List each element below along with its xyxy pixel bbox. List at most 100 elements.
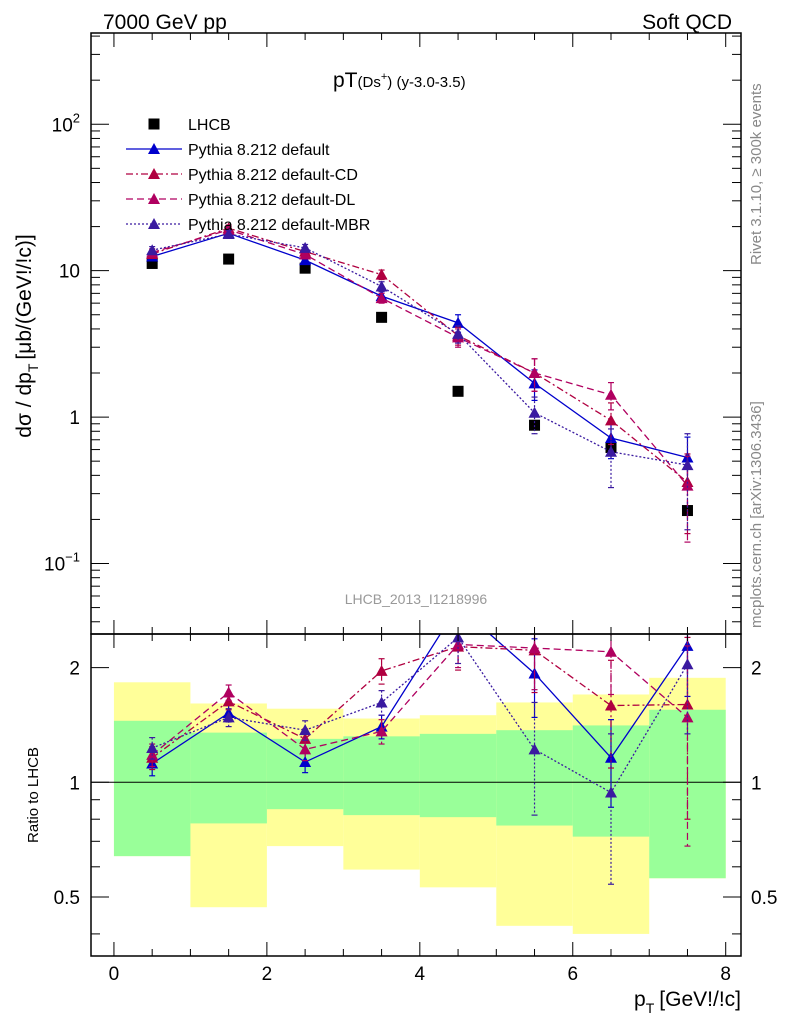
band-inner [113,720,191,857]
data-point [376,311,388,323]
legend-marker [148,143,160,154]
ratio-axis-ticks [91,634,741,956]
ratio-y-tick-label-left: 1 [69,773,80,794]
marker [452,327,465,339]
ratio-frame [90,633,742,957]
data-point [452,385,464,397]
ratio-marker [146,742,159,754]
ratio-marker [222,686,235,698]
series-line [152,233,688,466]
ratio-series-pythia-8-212-default-mbr [146,634,694,885]
marker [299,241,312,253]
ratio-series [146,634,694,885]
data-point [223,253,235,265]
series-pythia-8-212-default-mbr [146,228,694,531]
legend-label: LHCB [188,117,231,134]
mcplots-label: mcplots.cern.ch [arXiv:1306.3436] [748,401,765,628]
y-tick-label-base: 10 [44,555,65,576]
legend-marker [148,193,160,204]
ratio-y-tick-label-left: 2 [69,659,80,680]
ratio-y-tick-label-left: 0.5 [54,888,80,909]
legend-marker [148,168,160,179]
x-tick-label: 0 [109,964,120,985]
ratio-y-tick-label-right: 1 [751,773,762,794]
ratio-y-axis-label: Ratio to LHCB [25,747,42,843]
marker [299,254,312,266]
series-line [151,232,688,459]
marker [299,248,312,260]
x-tick-labels: 0 2 4 6 8 [109,964,731,985]
marker [605,445,617,457]
main-series [146,222,694,543]
main-axis-ticks [91,33,741,634]
ratio-y-tick-label-right: 0.5 [751,888,777,909]
band-inner [343,736,420,816]
marker [222,228,235,240]
marker [528,406,541,418]
legend-label: Pythia 8.212 default [188,142,330,159]
legend-marker [148,218,160,229]
legend-marker [148,118,160,130]
marker [146,244,159,256]
y-tick-label: 10−1 [44,550,80,576]
title-particle: (Ds [358,74,381,91]
band-inner [419,733,497,818]
ratio-marker [605,786,617,798]
legend-label: Pythia 8.212 default-MBR [188,217,370,234]
x-tick-label: 8 [720,964,731,985]
y-tick-label: 102 [52,110,80,136]
legend-label: Pythia 8.212 default-DL [188,192,355,209]
main-y-axis-label: dσ / dpT[μb/(GeV!/!c)] [13,234,41,437]
ratio-y-tick-label-right: 2 [751,659,762,680]
plot-title: pT(Ds+) (y-3.0-3.5) [333,69,466,92]
ratio-marker [605,645,617,657]
x-tick-label: 2 [262,964,273,985]
y-tick-label-base: 10 [52,115,73,136]
ratio-marker [528,642,541,654]
ratio-line [151,634,689,765]
band-inner [190,732,267,824]
series-pythia-8-212-default-dl [146,223,694,543]
x-axis-label: pT [GeV!/!c] [634,988,741,1016]
legend-label: Pythia 8.212 default-CD [188,167,358,184]
ratio-y-tick-labels: 2 2 1 1 0.5 0.5 [54,659,778,909]
process-label: Soft QCD [642,11,732,34]
y-tick-label-exp: −1 [65,550,80,565]
ratio-marker [375,664,388,676]
series-line [151,227,688,483]
title-main: pT [333,69,358,92]
ratio-marker [375,725,388,737]
y-tick-label: 1 [69,408,80,429]
series-line [151,229,688,487]
ratio-marker [299,756,312,768]
ratio-marker [528,743,541,755]
marker [605,388,617,400]
ratio-marker [605,699,617,711]
ratio-marker [299,743,312,755]
ratio-uncertainty-bands [113,677,726,934]
analysis-watermark: LHCB_2013_I1218996 [345,591,488,607]
ratio-marker [222,711,235,723]
title-charge: + [381,71,387,83]
x-tick-label: 6 [567,964,578,985]
ratio-marker [375,696,388,708]
marker [605,414,617,426]
ratio-line [151,645,688,759]
marker [375,268,388,280]
energy-label: 7000 GeV pp [103,11,227,34]
data-point [299,262,311,274]
marker [375,280,388,292]
data-point [146,257,158,269]
ratio-marker [681,658,694,670]
legend: LHCB Pythia 8.212 default Pythia 8.212 def… [126,117,370,234]
ratio-marker [299,724,312,736]
title-rest: ) (y-3.0-3.5) [387,74,465,91]
y-tick-label-base: 1 [69,408,80,429]
marker [452,316,465,328]
y-tick-label-exp: 2 [73,110,80,125]
rivet-label: Rivet 3.1.10, ≥ 300k events [748,83,765,265]
y-tick-label: 10 [59,262,80,283]
